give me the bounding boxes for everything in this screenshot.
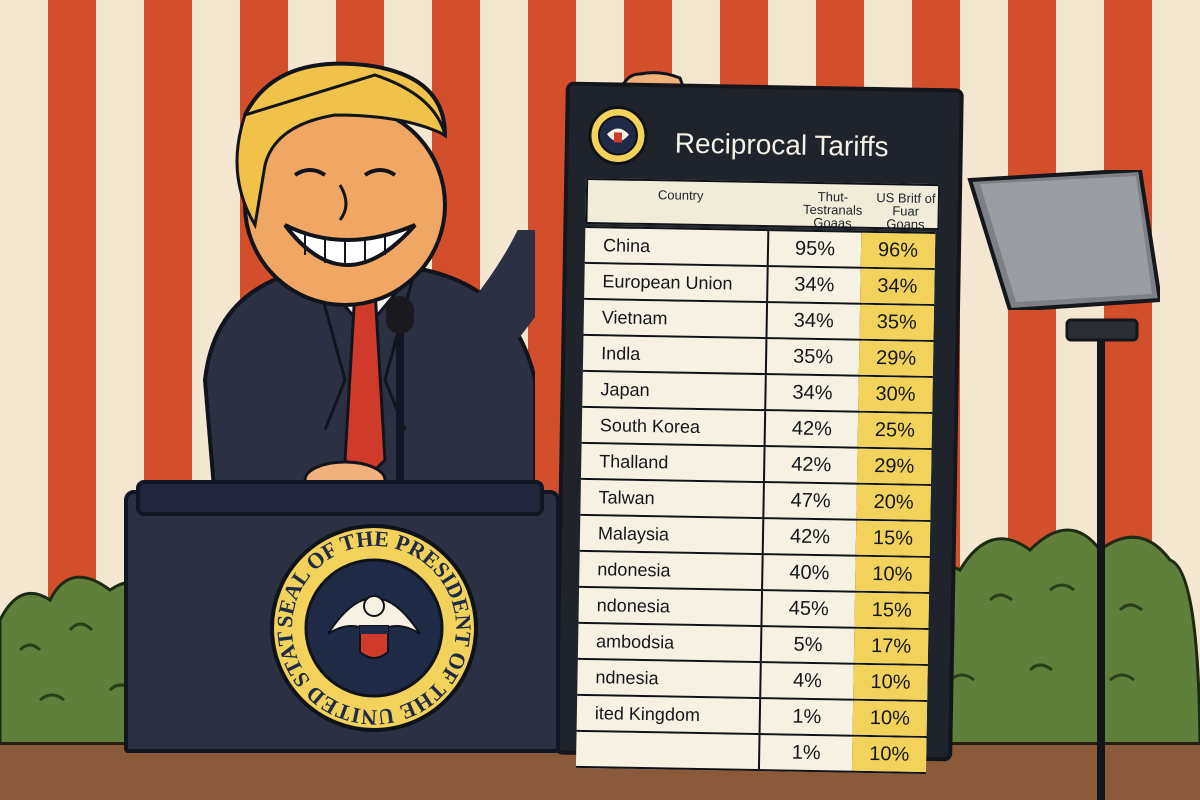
table-row: Talwan 47% 20% — [580, 479, 931, 523]
country-cell: Japan — [600, 379, 650, 401]
table-row: Thalland 42% 29% — [580, 443, 932, 487]
rate-a-cell: 95% — [766, 231, 864, 267]
presidential-seal-small-icon — [588, 105, 648, 165]
rate-a-cell: 45% — [760, 591, 858, 627]
right-hedge — [900, 528, 1200, 760]
rate-b-cell: 29% — [858, 340, 934, 377]
table-row: ambodsia 5% 17% — [577, 623, 929, 666]
rate-a-cell: 42% — [761, 519, 859, 555]
teleprompter-screen — [967, 170, 1160, 310]
header-col-b: US Britf of Fuar Goans — [876, 190, 936, 232]
table-row: European Union 34% 34% — [584, 263, 935, 307]
country-cell: Talwan — [598, 487, 655, 509]
country-cell: Vietnam — [601, 307, 668, 329]
header-col-a: Thut- Testranals Goaas — [802, 188, 863, 231]
rate-b-cell: 15% — [854, 592, 930, 628]
presidential-seal-icon: SEAL OF THE PRESIDENT OF THE UNITED STAT… — [268, 522, 478, 732]
microphone-stand — [396, 322, 404, 492]
rate-a-cell: 42% — [762, 447, 860, 483]
rate-b-cell: 29% — [856, 448, 932, 485]
country-cell: ited Kingdom — [594, 703, 701, 726]
country-cell: China — [602, 235, 651, 257]
country-cell: European Union — [602, 271, 733, 294]
rate-b-cell: 34% — [860, 268, 935, 305]
rate-b-cell: 15% — [855, 520, 931, 556]
rate-b-cell: 30% — [858, 376, 933, 413]
table-row: South Korea 42% 25% — [581, 407, 933, 451]
table-row: ndonesia 45% 15% — [578, 587, 930, 630]
table-row: 1% 10% — [575, 731, 927, 774]
country-cell: ndonesia — [596, 595, 671, 617]
rate-b-cell: 17% — [853, 628, 929, 664]
table-row: China 95% 96% — [584, 225, 936, 271]
teleprompter-pole — [1097, 330, 1105, 800]
country-cell: ambodsia — [595, 631, 675, 653]
country-cell: Thalland — [599, 451, 669, 473]
rate-a-cell: 1% — [758, 699, 856, 735]
rate-a-cell: 40% — [761, 555, 858, 591]
table-row: ndnesia 4% 10% — [577, 659, 928, 702]
table-row: Vietnam 34% 35% — [583, 299, 935, 343]
table-row: Malaysia 42% 15% — [579, 515, 931, 558]
board-title: Reciprocal Tariffs — [674, 127, 889, 163]
rate-a-cell: 34% — [765, 303, 863, 339]
cartoon-president-head — [235, 61, 448, 307]
table-header-row: Country Thut- Testranals Goaas US Britf … — [585, 177, 941, 232]
country-cell: Malaysia — [597, 523, 670, 545]
rate-a-cell: 34% — [766, 267, 863, 303]
table-row: ited Kingdom 1% 10% — [576, 695, 928, 738]
rate-b-cell: 96% — [860, 232, 936, 269]
rate-a-cell: 4% — [759, 663, 856, 699]
rate-b-cell: 35% — [859, 304, 935, 341]
podium-top — [136, 480, 544, 516]
rate-b-cell: 10% — [853, 664, 928, 700]
rate-a-cell: 42% — [763, 411, 861, 447]
rate-a-cell: 47% — [762, 483, 859, 519]
table-row: Indla 35% 29% — [582, 335, 934, 379]
rate-b-cell: 20% — [856, 484, 931, 521]
rate-b-cell: 10% — [855, 556, 930, 592]
microphone-icon — [386, 296, 414, 334]
rate-a-cell: 5% — [759, 627, 857, 663]
country-cell: ndnesia — [595, 667, 659, 689]
rate-a-cell: 35% — [764, 339, 862, 375]
country-cell: ndonesia — [597, 559, 671, 581]
teleprompter-mount — [1065, 318, 1139, 342]
table-row: ndonesia 40% 10% — [579, 551, 930, 594]
rate-a-cell: 1% — [757, 735, 855, 771]
country-cell: South Korea — [599, 415, 701, 437]
board-header: Reciprocal Tariffs — [586, 104, 937, 180]
tariff-board: Reciprocal Tariffs Country Thut- Testran… — [554, 81, 964, 774]
rate-b-cell: 10% — [851, 736, 927, 772]
rate-a-cell: 34% — [764, 375, 861, 411]
rate-b-cell: 25% — [857, 412, 933, 449]
country-cell: Indla — [600, 343, 641, 364]
tariff-table: China 95% 96% European Union 34% 34% Vietnam… — [575, 225, 936, 774]
table-row: Japan 34% 30% — [582, 371, 933, 415]
rate-b-cell: 10% — [852, 700, 928, 736]
header-country: Country — [657, 187, 704, 203]
